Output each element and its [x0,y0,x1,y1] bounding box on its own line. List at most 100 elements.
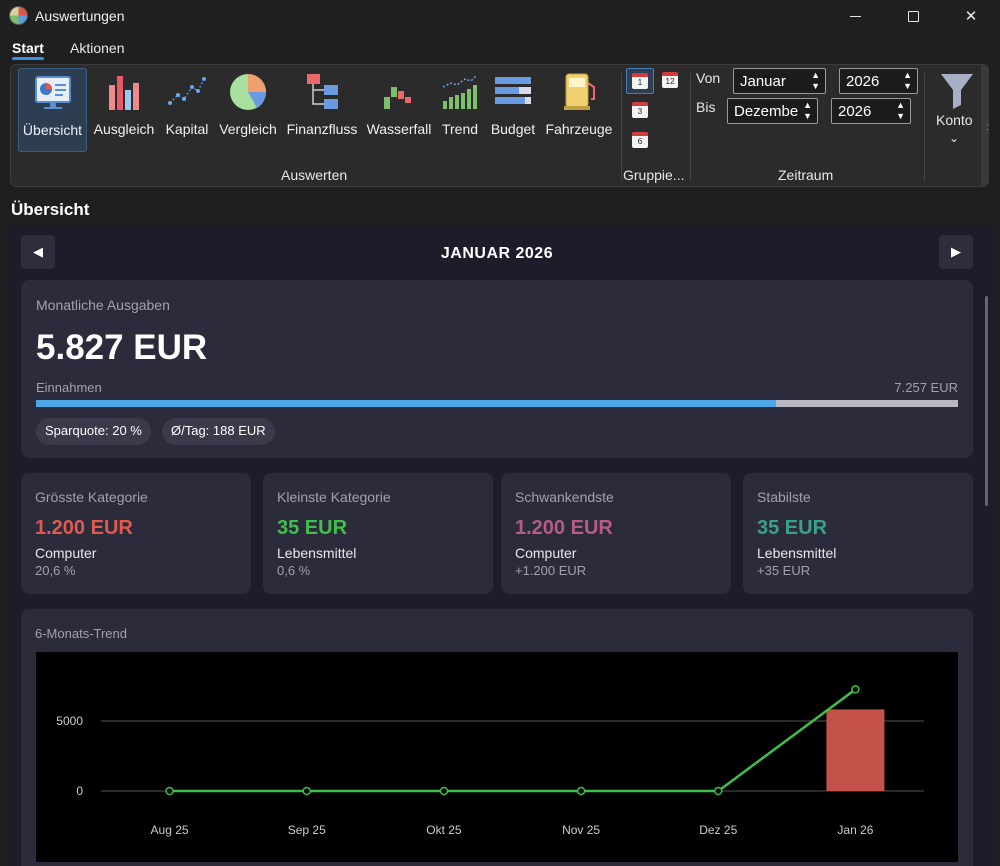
fuel-pump-icon [558,71,600,113]
ribbon-button-finanzfluss[interactable]: Finanzfluss [284,68,360,152]
x-tick-label: Sep 25 [288,823,326,837]
trend-chart-icon [439,71,481,113]
menu-tabs: Start Aktionen [0,36,1000,60]
tab-start[interactable]: Start [12,40,44,60]
income-line [169,688,857,793]
y-tick-label: 5000 [56,714,83,728]
income-point [165,786,174,796]
spinner-arrows-icon[interactable]: ▲ ▼ [811,70,820,91]
group-label-zeitraum: Zeitraum [778,167,834,183]
next-month-button[interactable]: ▶ [939,235,973,269]
waterfall-chart-icon [378,71,420,113]
von-month-value: Januar [740,73,786,90]
x-tick-label: Dez 25 [699,823,737,837]
ribbon-button-uebersicht[interactable]: Übersicht [18,68,87,152]
income-point [714,786,723,796]
ribbon-button-vergleich[interactable]: Vergleich [216,68,280,152]
ribbon-button-wasserfall[interactable]: Wasserfall [364,68,434,152]
stat-category: Lebensmittel [757,545,837,561]
bar-chart-icon [103,71,145,113]
stat-card-smallest: Kleinste Kategorie 35 EUR Lebensmittel 0… [263,473,493,594]
income-progress-bar [36,400,958,407]
stat-title: Grösste Kategorie [35,489,148,505]
von-month-spinner[interactable]: Januar ▲ ▼ [733,68,826,94]
ribbon-button-trend[interactable]: Trend [438,68,482,152]
stat-value: 35 EUR [757,517,828,539]
grouping-3-button[interactable]: 3 [632,102,648,118]
bis-month-spinner[interactable]: Dezembe ▲ ▼ [727,98,818,124]
spinner-arrows-icon[interactable]: ▲ ▼ [896,100,905,121]
window-title: Auswertungen [35,8,125,24]
konto-button[interactable]: Konto [936,112,973,128]
spinner-arrows-icon[interactable]: ▲ ▼ [803,100,812,121]
overview-content: ◀ JANUAR 2026 ▶ Monatliche Ausgaben 5.82… [8,226,996,866]
x-tick-label: Aug 25 [151,823,189,837]
y-tick-label: 0 [76,784,83,798]
income-value: 7.257 EUR [894,380,958,395]
group-separator [690,73,691,181]
grouping-selected-frame [626,68,654,94]
ribbon-button-kapital[interactable]: Kapital [161,68,213,152]
expense-bar [826,709,885,791]
von-year-spinner[interactable]: 2026 ▲ ▼ [839,68,918,94]
minimize-button[interactable] [826,0,884,32]
filter-funnel-icon[interactable] [939,71,975,111]
group-separator [924,73,925,181]
stat-card-largest: Grösste Kategorie 1.200 EUR Computer 20,… [21,473,251,594]
close-button[interactable]: ✕ [942,0,1000,32]
ribbon-label: Trend [441,121,479,137]
pie-chart-icon [227,71,269,113]
chevron-down-icon[interactable]: ⌄ [949,131,960,145]
stat-title: Schwankendste [515,489,614,505]
stat-category: Computer [515,545,577,561]
next-icon: ▶ [951,244,961,259]
maximize-icon [907,10,919,22]
chevron-right-icon: › [987,118,988,134]
stat-value: 1.200 EUR [515,517,613,539]
x-tick-label: Okt 25 [426,823,462,837]
income-point [439,786,449,796]
bis-month-value: Dezembe [734,103,799,120]
daily-average-pill: Ø/Tag: 188 EUR [162,418,275,445]
x-tick-label: Jan 26 [837,823,873,837]
ribbon: Übersicht Ausgleich Kapital [10,64,989,187]
ribbon-label: Kapital [165,121,209,137]
monthly-expenses-label: Monatliche Ausgaben [36,297,170,313]
content-scrollbar[interactable] [985,296,988,506]
bis-year-value: 2026 [838,103,872,120]
title-bar: Auswertungen ✕ [0,0,1000,32]
ribbon-label: Budget [490,121,536,137]
ribbon-button-budget[interactable]: Budget [486,68,540,152]
previous-month-button[interactable]: ◀ [21,235,55,269]
grouping-6-button[interactable]: 6 [632,132,648,148]
grouping-1-button[interactable]: 1 [632,73,648,89]
app-pie-icon [9,6,28,25]
income-progress-fill [36,400,777,407]
scatter-chart-icon [166,71,208,113]
bis-year-spinner[interactable]: 2026 ▲ ▼ [831,98,911,124]
month-title: JANUAR 2026 [440,245,554,262]
stat-detail: 20,6 % [35,563,76,578]
group-label-gruppieren: Gruppie... [623,167,685,183]
tab-aktionen[interactable]: Aktionen [70,40,125,56]
trend-card: 6-Monats-Trend 0 5000 Aug 25 Sep 25 Okt 25 No… [21,609,973,866]
stat-value: 1.200 EUR [35,517,133,539]
stat-detail: 0,6 % [277,563,311,578]
von-label: Von [696,70,721,86]
close-icon: ✕ [964,8,978,25]
ribbon-label: Übersicht [22,122,83,138]
bis-label: Bis [696,99,716,115]
ribbon-label: Fahrzeuge [545,121,613,137]
ribbon-button-fahrzeuge[interactable]: Fahrzeuge [544,68,614,152]
grouping-12-button[interactable]: 12 [662,72,678,88]
monthly-expenses-value: 5.827 EUR [36,328,208,367]
stat-title: Kleinste Kategorie [277,489,391,505]
ribbon-button-ausgleich[interactable]: Ausgleich [91,68,157,152]
income-point [302,786,311,796]
income-label: Einnahmen [36,380,102,395]
spinner-arrows-icon[interactable]: ▲ ▼ [903,70,912,91]
stat-title: Stabilste [757,489,811,505]
maximize-button[interactable] [884,0,942,32]
von-year-value: 2026 [846,73,880,90]
ribbon-scroll-right-button[interactable]: › [981,65,988,186]
